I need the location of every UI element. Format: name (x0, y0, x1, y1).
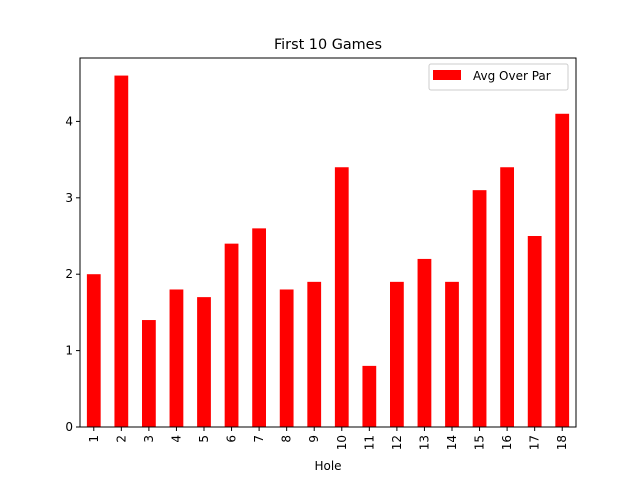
bar-hole-14 (445, 281, 459, 427)
x-tick-label: 18 (555, 435, 569, 450)
bar-hole-1 (86, 274, 101, 427)
x-axis-label: Hole (314, 459, 341, 473)
x-tick-label: 15 (473, 435, 487, 450)
x-tick-label: 13 (417, 435, 431, 450)
bar-hole-5 (197, 297, 211, 427)
y-tick-label: 1 (65, 344, 73, 358)
legend: Avg Over Par (428, 63, 569, 91)
plot-frame (79, 57, 577, 428)
bar-hole-9 (307, 281, 322, 427)
bar-hole-10 (334, 167, 349, 427)
legend-box (428, 63, 569, 91)
x-tick-label: 14 (445, 435, 459, 450)
x-tick-label: 6 (225, 435, 239, 443)
bar-hole-16 (500, 167, 514, 427)
x-tick-label: 17 (528, 435, 542, 450)
bar-hole-17 (527, 236, 542, 427)
bar-hole-7 (252, 228, 266, 427)
y-tick-label: 0 (65, 420, 73, 434)
legend-swatch (433, 70, 461, 80)
x-tick-label: 8 (280, 435, 294, 443)
x-tick-label: 1 (87, 435, 101, 443)
bar-hole-2 (114, 75, 129, 428)
x-tick-label: 5 (197, 435, 211, 443)
x-tick-label: 4 (169, 435, 183, 443)
y-tick-label: 3 (65, 191, 73, 205)
bar-hole-18 (555, 113, 570, 427)
x-tick-label: 3 (142, 435, 156, 443)
x-axis: 1 2 3 4 5 6 7 8 9 10 11 12 13 14 15 16 17 18 (87, 427, 569, 450)
bars-group (86, 75, 570, 428)
legend-label: Avg Over Par (473, 69, 551, 83)
y-axis: 0 1 2 3 4 (65, 114, 80, 434)
bar-hole-11 (362, 365, 377, 427)
x-tick-label: 11 (362, 435, 376, 450)
bar-hole-13 (417, 258, 432, 427)
x-tick-label: 2 (114, 435, 128, 443)
x-tick-label: 9 (307, 435, 321, 443)
chart-title: First 10 Games (274, 37, 382, 53)
x-tick-label: 12 (390, 435, 404, 450)
x-tick-label: 16 (500, 435, 514, 450)
bar-hole-4 (169, 289, 184, 427)
x-tick-label: 10 (335, 435, 349, 450)
x-tick-label: 7 (252, 435, 266, 443)
y-tick-label: 2 (65, 267, 73, 281)
y-tick-label: 4 (65, 114, 73, 128)
bar-hole-15 (472, 190, 487, 427)
bar-hole-3 (142, 320, 156, 427)
bar-hole-6 (224, 243, 239, 427)
bar-hole-8 (279, 289, 294, 427)
bar-hole-12 (390, 281, 404, 427)
